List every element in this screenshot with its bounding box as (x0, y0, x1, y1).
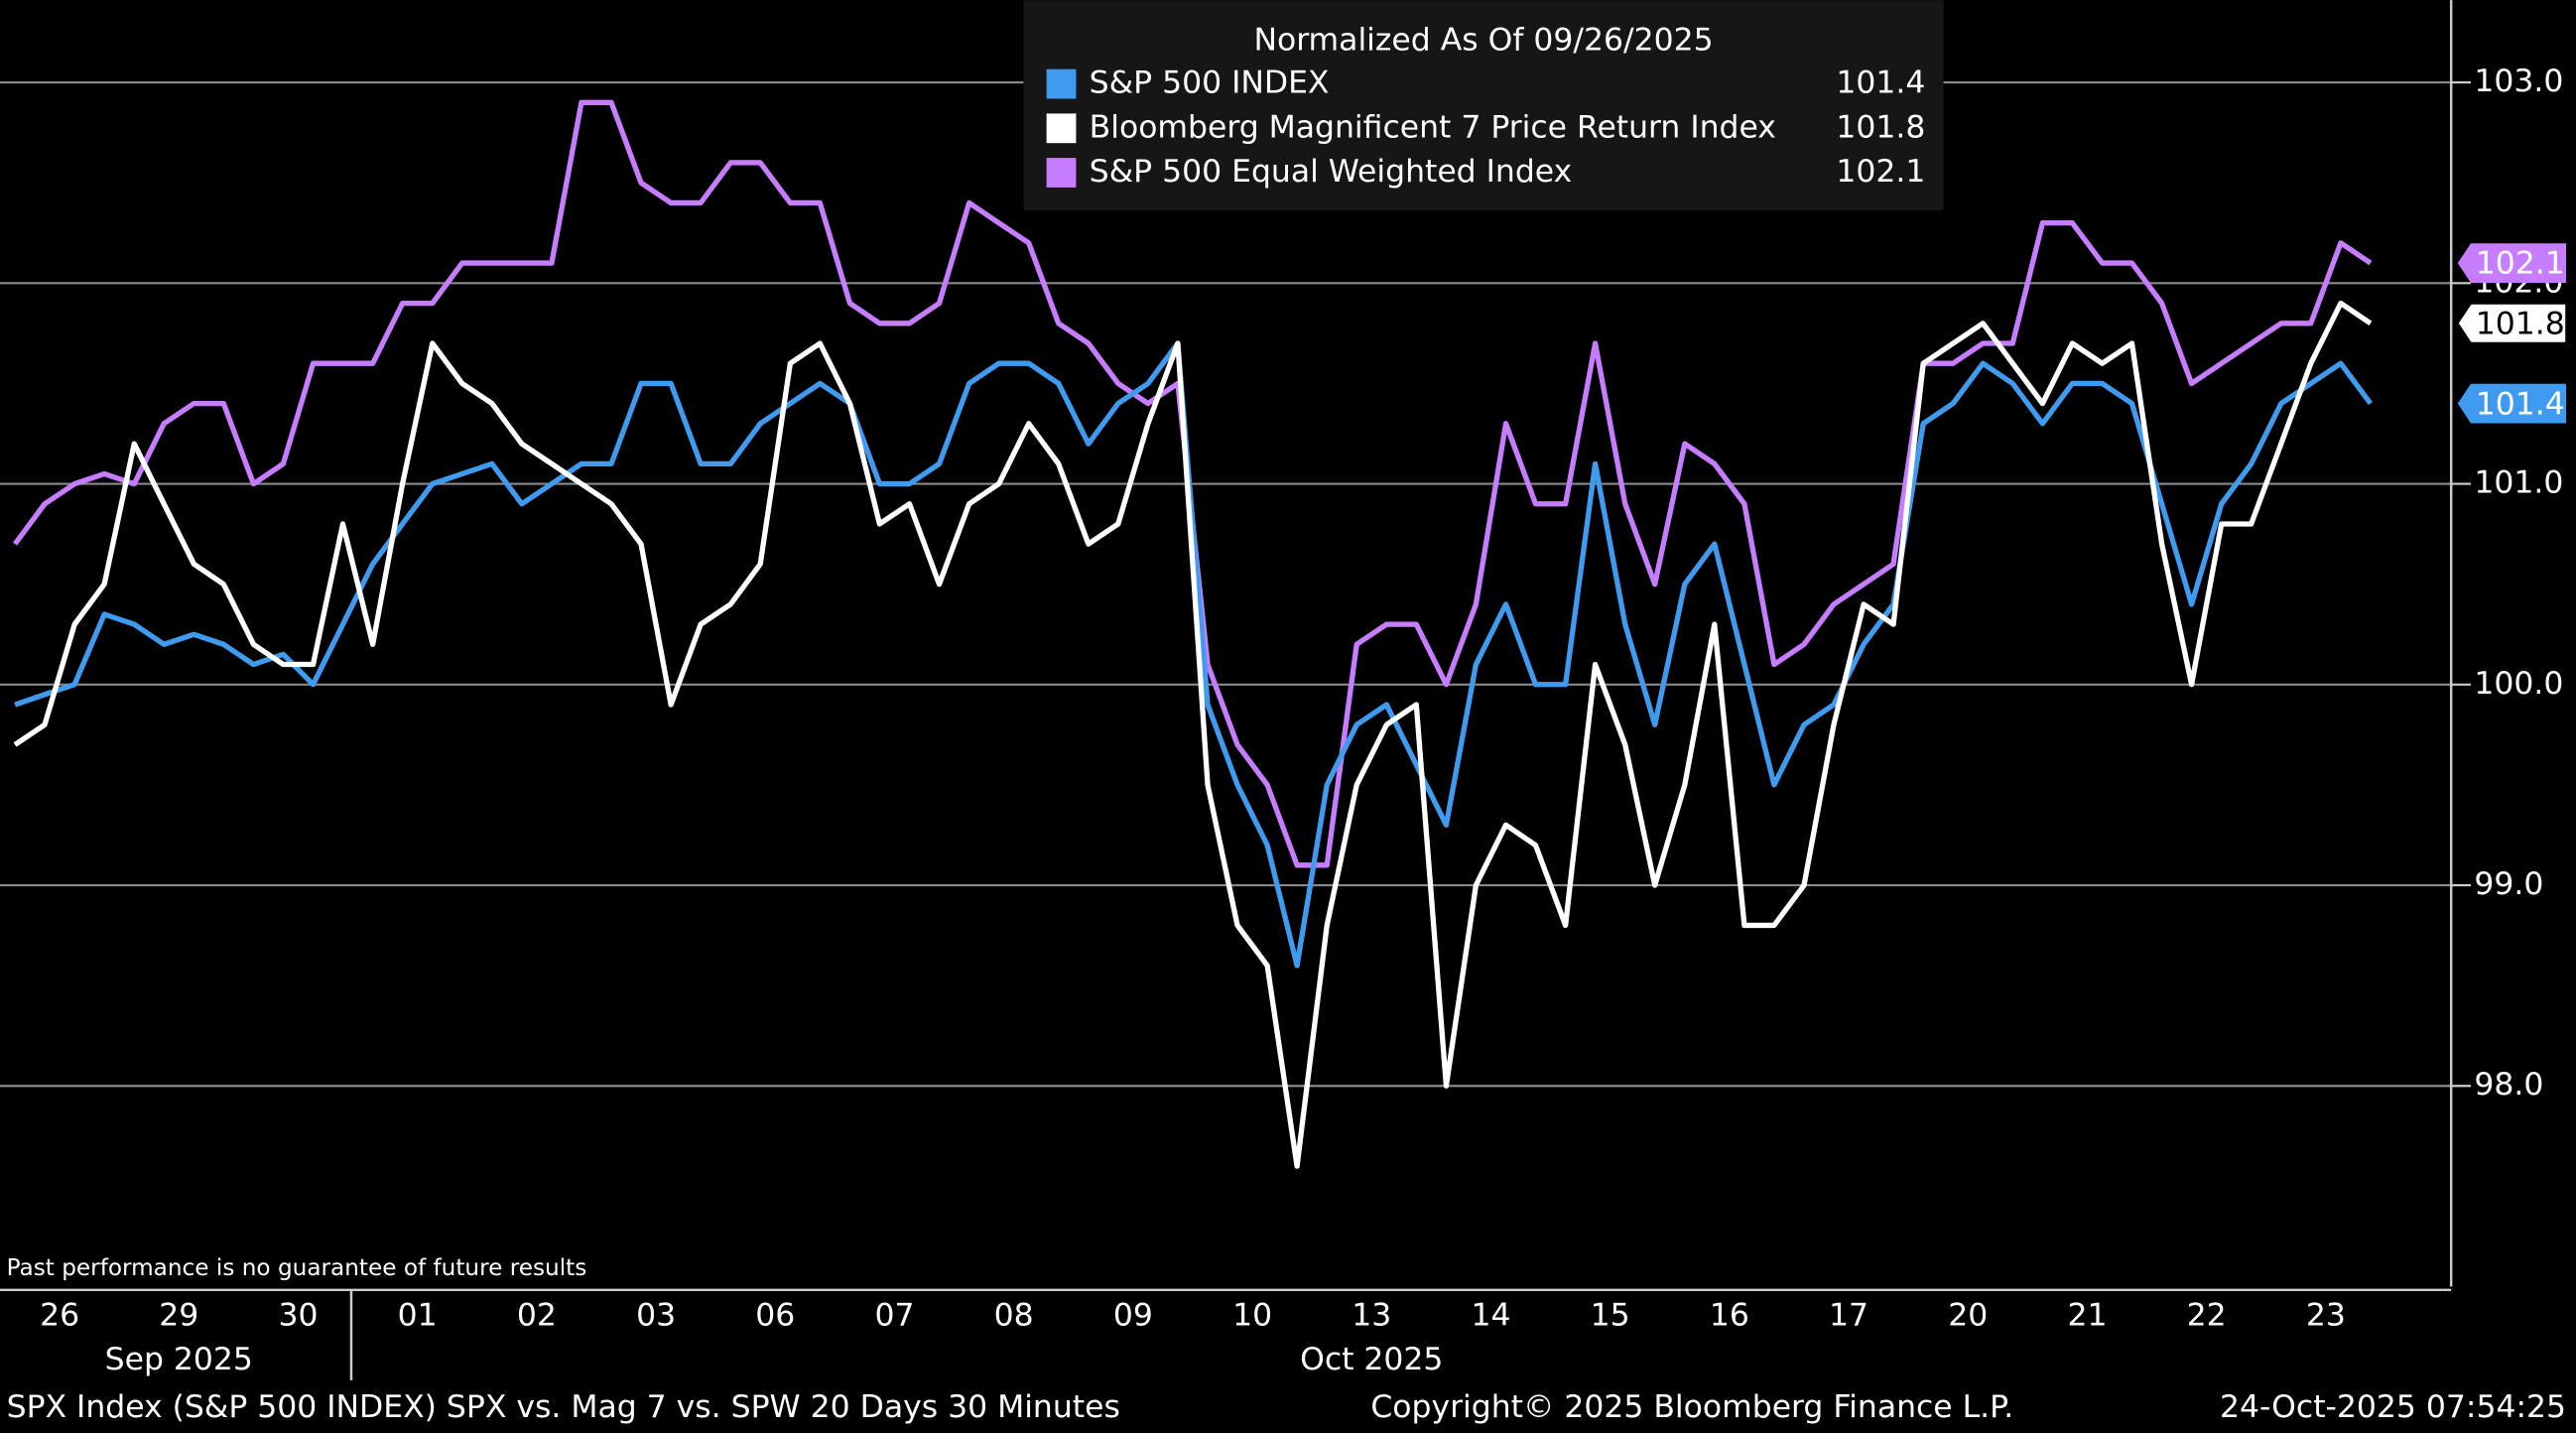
legend-swatch (1046, 158, 1077, 188)
last-value-label: 101.8 (2476, 306, 2565, 341)
legend-value: 101.8 (1836, 109, 1925, 145)
x-tick-label: 06 (755, 1297, 795, 1333)
y-tick-label: 99.0 (2474, 866, 2543, 902)
x-tick-label: 26 (40, 1297, 79, 1333)
x-tick-label: 13 (1352, 1297, 1391, 1333)
month-label: Oct 2025 (1300, 1342, 1443, 1377)
series-line (13, 300, 2373, 1169)
series-line (14, 340, 2374, 969)
y-tick-label: 103.0 (2474, 64, 2563, 99)
last-value-tag (2456, 303, 2567, 344)
x-tick-label: 20 (1948, 1297, 1988, 1333)
x-tick-label: 15 (1591, 1297, 1630, 1333)
x-tick-label: 02 (517, 1297, 557, 1333)
x-tick-label: 17 (1829, 1297, 1868, 1333)
footer-left: SPX Index (S&P 500 INDEX) SPX vs. Mag 7 … (7, 1389, 1120, 1425)
legend-value: 101.4 (1836, 65, 1925, 101)
x-tick-label: 14 (1471, 1297, 1510, 1333)
legend-swatch (1046, 113, 1077, 144)
last-value-label: 102.1 (2476, 246, 2565, 282)
x-tick-label: 01 (398, 1297, 438, 1333)
last-value-tag (2457, 383, 2567, 424)
last-value-label: 101.4 (2476, 386, 2565, 422)
x-tick-label: 03 (636, 1297, 676, 1333)
legend-box (1023, 0, 1944, 211)
x-tick-label: 07 (874, 1297, 914, 1333)
x-tick-label: 10 (1232, 1297, 1272, 1333)
x-tick-label: 09 (1113, 1297, 1153, 1333)
y-tick-label: 101.0 (2474, 465, 2563, 501)
legend-label: S&P 500 Equal Weighted Index (1090, 154, 1573, 190)
disclaimer: Past performance is no guarantee of futu… (7, 1254, 587, 1281)
x-tick-label: 30 (278, 1297, 318, 1333)
x-tick-label: 21 (2067, 1297, 2107, 1333)
footer-center: Copyright© 2025 Bloomberg Finance L.P. (1370, 1389, 2013, 1425)
x-tick-label: 22 (2187, 1297, 2227, 1333)
x-tick-label: 29 (159, 1297, 198, 1333)
month-label: Sep 2025 (105, 1342, 253, 1377)
legend-swatch (1046, 68, 1077, 99)
x-tick-label: 08 (994, 1297, 1034, 1333)
legend-value: 102.1 (1836, 154, 1925, 190)
y-tick-label: 100.0 (2474, 666, 2563, 702)
footer-right: 24-Oct-2025 07:54:25 (2220, 1389, 2566, 1425)
legend-label: S&P 500 INDEX (1090, 65, 1330, 101)
legend-label: Bloomberg Magnificent 7 Price Return Ind… (1090, 109, 1776, 145)
last-value-tag (2457, 243, 2567, 283)
legend-title: Normalized As Of 09/26/2025 (1253, 23, 1713, 59)
y-tick-label: 98.0 (2474, 1067, 2543, 1103)
x-tick-label: 16 (1710, 1297, 1749, 1333)
x-tick-label: 23 (2306, 1297, 2346, 1333)
